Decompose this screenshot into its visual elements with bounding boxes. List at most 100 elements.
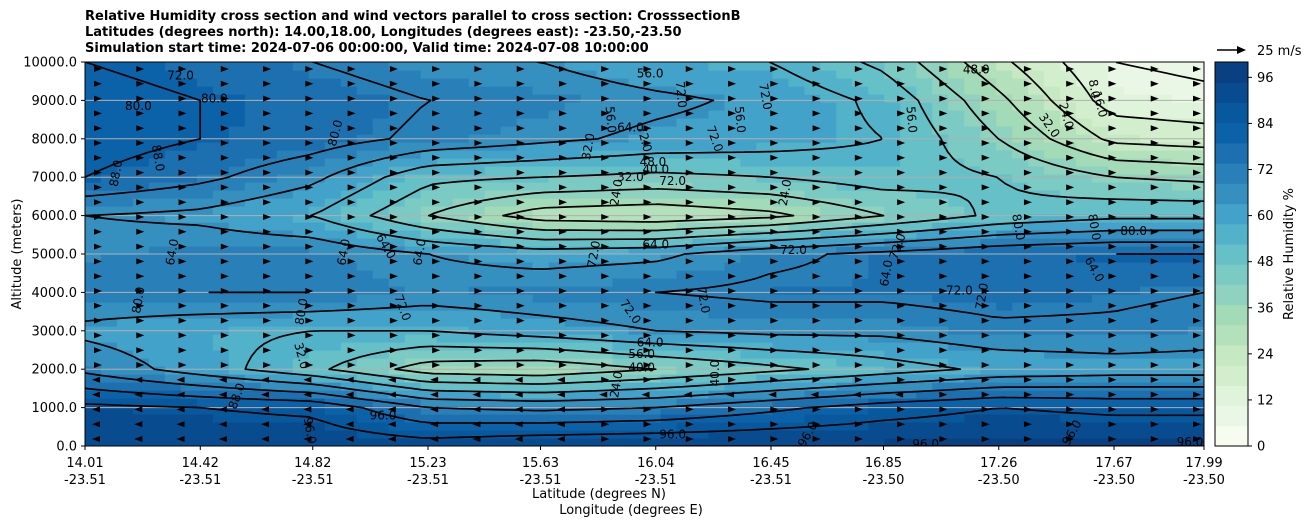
humidity-cell [996,126,1013,135]
colorbar-band [1215,243,1248,265]
humidity-cell [1044,262,1061,271]
humidity-cell [260,294,278,303]
humidity-cell [660,246,678,255]
humidity-cell [148,414,166,423]
humidity-cell [1012,222,1029,231]
humidity-cell [724,334,741,343]
humidity-cell [404,254,422,263]
humidity-cell [900,342,917,351]
wind-arrow [981,140,990,146]
humidity-cell [964,286,981,295]
humidity-cell [500,182,518,191]
humidity-cell [756,278,773,287]
humidity-cell [756,382,773,391]
wind-arrow [178,199,187,206]
humidity-cell [164,270,182,279]
humidity-cell [628,86,646,95]
humidity-cell [1156,78,1173,87]
humidity-cell [260,214,278,223]
humidity-cell [1012,110,1029,119]
humidity-cell [964,78,981,87]
humidity-cell [500,110,518,119]
wind-arrow [263,332,272,339]
humidity-cell [180,318,198,327]
wind-arrow [685,406,694,413]
humidity-cell [852,118,869,127]
humidity-cell [276,414,294,423]
humidity-cell [1028,286,1045,295]
colorbar-band [1215,142,1248,164]
humidity-cell [117,438,134,446]
humidity-cell [420,78,438,87]
humidity-cell [708,414,725,423]
wind-arrow [220,110,229,117]
humidity-cell [308,190,326,199]
humidity-cell [644,206,662,215]
humidity-cell [740,310,757,319]
humidity-cell [516,230,534,239]
humidity-cell [836,110,853,119]
colorbar-band [1215,284,1248,306]
humidity-cell [772,190,789,199]
humidity-cell [148,118,166,127]
humidity-cell [164,62,182,71]
humidity-cell [1012,398,1029,407]
humidity-cell [628,358,646,367]
humidity-cell [996,302,1013,311]
humidity-cell [724,422,741,431]
humidity-cell [388,238,406,247]
humidity-cell [516,70,534,79]
humidity-cell [948,334,965,343]
humidity-cell [532,310,550,319]
colorbar-tick-label: 0 [1257,440,1265,455]
humidity-cell [180,382,198,391]
humidity-cell [660,94,678,103]
humidity-cell [660,158,678,167]
humidity-cell [1012,422,1029,431]
wind-arrow [305,258,314,265]
wind-arrow [1193,376,1201,383]
wind-arrow [601,332,610,339]
humidity-cell [468,238,486,247]
humidity-cell [340,246,358,255]
wind-arrow [305,80,314,87]
humidity-cell [1156,318,1173,327]
humidity-cell [404,126,422,135]
humidity-cell [1172,246,1189,255]
humidity-cell [388,406,406,415]
humidity-cell [308,78,326,87]
humidity-cell [596,158,614,167]
humidity-cell [388,166,406,175]
humidity-cell [980,262,997,271]
wind-arrow [685,317,694,324]
wind-arrow [981,391,990,398]
humidity-cell [1012,294,1029,303]
wind-arrow [643,154,652,161]
humidity-cell [1188,70,1204,79]
humidity-cell [964,422,981,431]
contour-label: 80.0 [125,99,152,113]
humidity-cell [1124,182,1141,191]
humidity-cell [964,206,981,215]
humidity-cell [612,78,630,87]
humidity-cell [260,118,278,127]
humidity-cell [724,174,741,183]
humidity-cell [117,102,134,111]
humidity-cell [101,358,118,367]
humidity-cell [644,398,662,407]
humidity-cell [836,398,853,407]
humidity-cell [244,158,262,167]
humidity-cell [468,262,486,271]
humidity-cell [356,310,374,319]
contour-label: 80.0 [1085,213,1103,242]
humidity-cell [884,174,901,183]
humidity-cell [932,222,949,231]
humidity-cell [117,142,134,151]
humidity-cell [1156,294,1173,303]
humidity-cell [996,358,1013,367]
humidity-cell [756,422,773,431]
humidity-cell [740,110,757,119]
humidity-cell [852,110,869,119]
humidity-cell [1156,430,1173,439]
wind-arrow [897,140,906,146]
